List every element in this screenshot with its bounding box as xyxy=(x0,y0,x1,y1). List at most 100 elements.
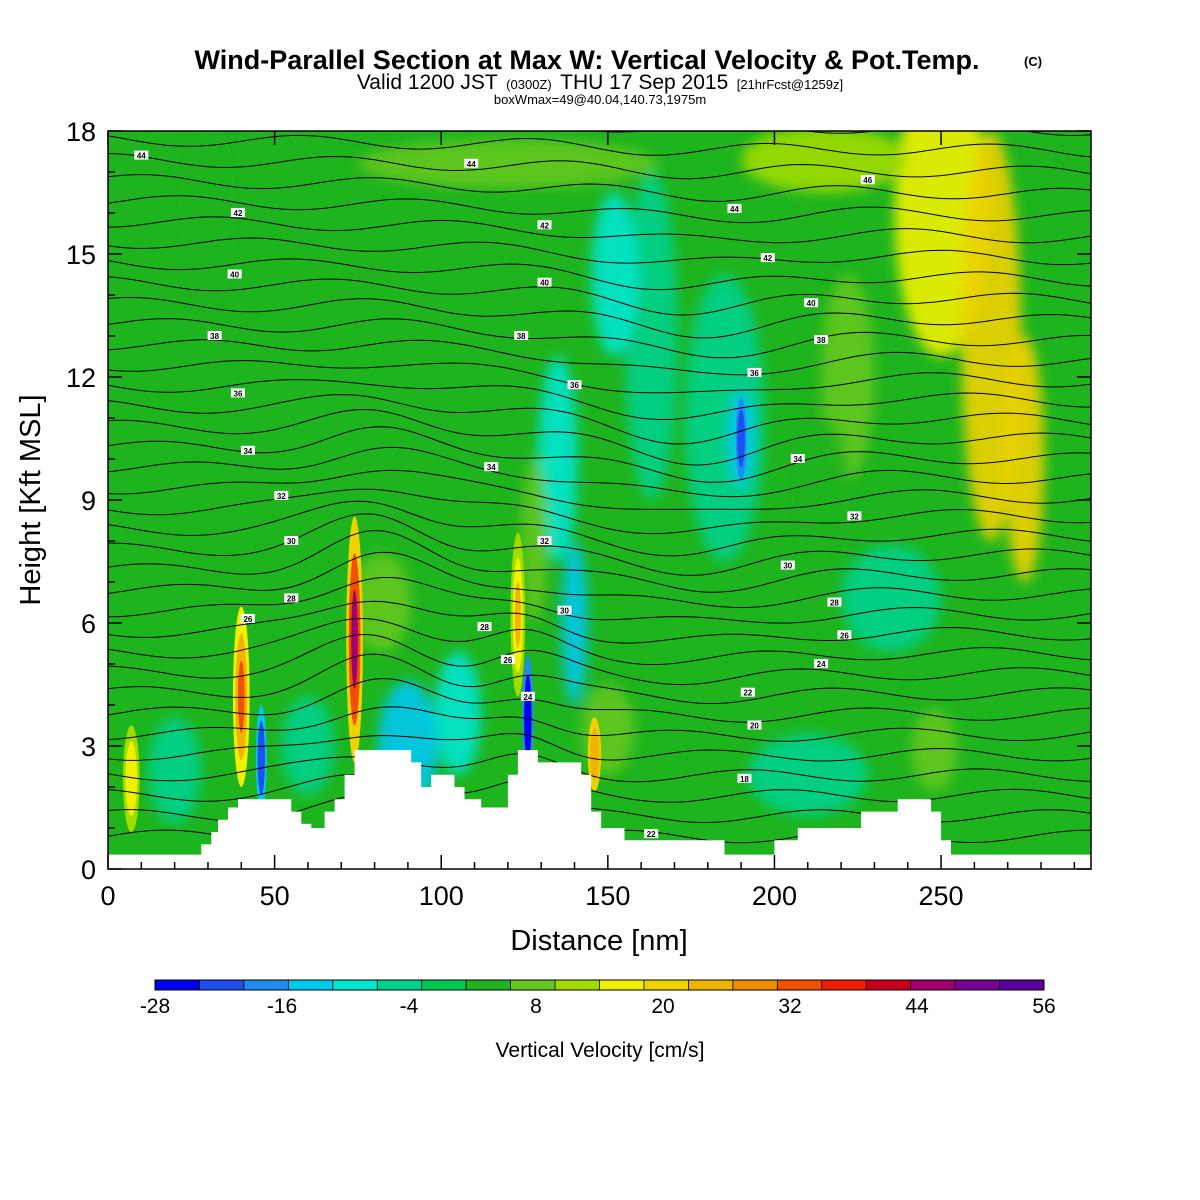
isentrope-line xyxy=(108,500,1091,557)
isentrope-line xyxy=(108,174,1091,202)
svg-text:36: 36 xyxy=(570,381,579,390)
isentrope-line xyxy=(108,469,1091,510)
contour-label: 44 xyxy=(134,150,149,161)
contour-label: 44 xyxy=(464,158,479,169)
contour-label: 26 xyxy=(240,613,255,624)
contour-label: 32 xyxy=(274,490,289,501)
contour-label: 38 xyxy=(207,331,222,341)
isentrope-line xyxy=(108,276,1091,316)
svg-text:18: 18 xyxy=(740,775,749,784)
isentrope-line xyxy=(108,618,1091,665)
colorbar-tick-label: -28 xyxy=(140,995,170,1018)
svg-text:34: 34 xyxy=(793,455,802,464)
svg-text:30: 30 xyxy=(287,537,296,546)
isentrope-line xyxy=(108,426,1091,483)
isentrope-line xyxy=(108,488,1091,535)
colorbar-swatch xyxy=(999,980,1045,990)
isentrope-line xyxy=(108,195,1091,224)
contour-label: 42 xyxy=(230,208,245,218)
isentrope-line xyxy=(108,318,1091,359)
contour-label: 44 xyxy=(727,203,742,214)
isentrope-line xyxy=(108,706,1091,742)
isentrope-line xyxy=(108,237,1091,266)
svg-text:40: 40 xyxy=(807,299,816,308)
svg-text:46: 46 xyxy=(863,176,872,185)
contour-label: 40 xyxy=(804,298,819,308)
contour-label: 30 xyxy=(780,560,795,571)
colorbar-swatch xyxy=(243,980,289,990)
contour-label: 18 xyxy=(737,773,752,784)
colorbar-swatch xyxy=(910,980,956,990)
svg-text:44: 44 xyxy=(467,160,476,169)
svg-text:30: 30 xyxy=(783,562,792,571)
terrain xyxy=(108,750,1091,869)
svg-text:24: 24 xyxy=(523,693,532,702)
chart-subtitle: Valid 1200 JST (0300Z) THU 17 Sep 2015 [… xyxy=(357,71,843,94)
colorbar-swatch xyxy=(599,980,645,990)
x-axis-label: Distance [nm] xyxy=(510,925,687,957)
isentrope-line xyxy=(108,446,1091,498)
svg-text:36: 36 xyxy=(750,369,759,378)
contour-label: 26 xyxy=(837,630,852,640)
isentrope-line xyxy=(108,360,1091,394)
svg-text:32: 32 xyxy=(850,512,859,521)
contour-label: 30 xyxy=(557,605,572,616)
colorbar: -28 -16 -4 8 20 32 44 56 xyxy=(140,979,1056,1018)
contour-label: 38 xyxy=(514,331,529,341)
isentrope-line xyxy=(108,339,1091,376)
contour-label: 20 xyxy=(747,720,762,731)
colorbar-swatch xyxy=(821,980,867,990)
svg-text:34: 34 xyxy=(487,463,496,472)
isentrope-line xyxy=(108,653,1091,704)
contour-label: 32 xyxy=(847,511,862,521)
x-tick-label: 250 xyxy=(919,881,964,911)
contour-label: 34 xyxy=(240,445,255,456)
isentrope-line xyxy=(108,551,1091,609)
x-tick-label: 50 xyxy=(260,881,290,911)
svg-text:44: 44 xyxy=(137,152,146,161)
colorbar-swatch xyxy=(777,980,823,990)
contour-label: 28 xyxy=(284,593,299,603)
contour-label: 28 xyxy=(827,597,842,608)
svg-text:22: 22 xyxy=(647,830,656,839)
y-tick-label: 18 xyxy=(66,117,96,147)
isentrope-line xyxy=(108,394,1091,445)
contour-label: 46 xyxy=(860,175,875,185)
svg-text:36: 36 xyxy=(234,389,243,398)
x-tick-label: 150 xyxy=(585,881,630,911)
contour-label: 40 xyxy=(537,277,552,288)
svg-text:38: 38 xyxy=(517,332,526,341)
y-tick-label: 9 xyxy=(81,486,96,516)
svg-text:24: 24 xyxy=(817,660,826,669)
svg-text:44: 44 xyxy=(730,205,739,214)
chart-subtitle-box: boxWmax=49@40.04,140.73,1975m xyxy=(494,92,706,107)
svg-text:40: 40 xyxy=(230,271,239,280)
colorbar-tick-label: -4 xyxy=(400,995,419,1018)
isentrope-line xyxy=(108,258,1091,291)
svg-text:26: 26 xyxy=(503,656,512,665)
svg-text:30: 30 xyxy=(560,607,569,616)
contour-label: 42 xyxy=(537,220,552,230)
x-tick-label: 200 xyxy=(752,881,797,911)
x-tick-label: 0 xyxy=(100,881,115,911)
y-tick-label: 6 xyxy=(81,609,96,639)
x-tick-label: 100 xyxy=(419,881,464,911)
isentrope-line xyxy=(108,600,1091,644)
isentrope-line xyxy=(108,529,1091,593)
colorbar-swatch xyxy=(155,980,200,990)
svg-text:42: 42 xyxy=(234,209,243,218)
isentrope-line xyxy=(108,753,1091,783)
colorbar-swatch xyxy=(332,980,378,990)
contour-label: 26 xyxy=(500,654,515,665)
colorbar-swatch xyxy=(732,980,778,990)
colorbar-tick-label: -16 xyxy=(267,995,297,1018)
svg-text:26: 26 xyxy=(840,631,849,640)
colorbar-swatch xyxy=(688,980,734,990)
svg-text:32: 32 xyxy=(540,537,549,546)
contour-label: 24 xyxy=(520,691,535,702)
colorbar-swatch xyxy=(510,980,556,990)
isentrope-line xyxy=(108,379,1091,420)
svg-text:32: 32 xyxy=(277,492,286,501)
chart-title: Wind-Parallel Section at Max W: Vertical… xyxy=(195,45,980,75)
